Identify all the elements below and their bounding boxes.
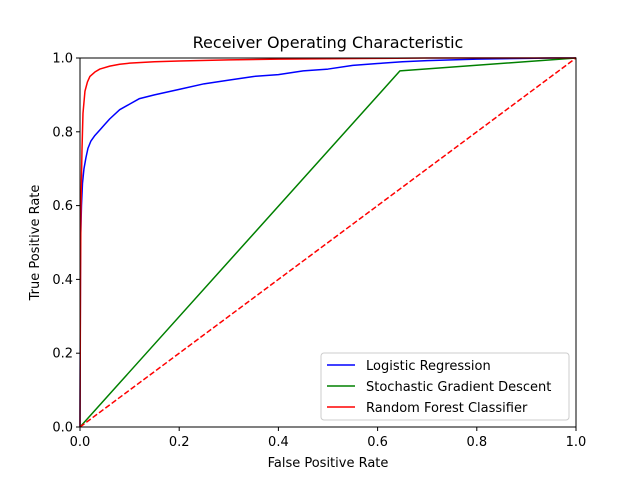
- legend-frame: [320, 352, 570, 421]
- y-axis-ticks: 0.0 0.2 0.4 0.6 0.8 1.0: [52, 52, 80, 436]
- y-tick-label: 0.6: [52, 199, 73, 214]
- y-tick-label: 0.2: [52, 347, 73, 362]
- y-tick-label: 0.0: [52, 421, 73, 436]
- series-line-1: [79, 57, 577, 428]
- series-line-diagonal-reference: [79, 57, 577, 428]
- legend-items: Logistic Regression Stochastic Gradient D…: [327, 359, 551, 416]
- x-axis-ticks: 0.0 0.2 0.4 0.6 0.8 1.0: [70, 427, 587, 450]
- legend: Logistic Regression Stochastic Gradient D…: [320, 352, 570, 421]
- series-line-0: [79, 57, 576, 428]
- x-tick-label: 0.6: [367, 435, 388, 450]
- y-tick-label: 0.4: [52, 273, 73, 288]
- x-tick-label: 0.8: [466, 435, 487, 450]
- x-tick-label: 0.4: [268, 435, 289, 450]
- x-tick-label: 0.0: [70, 435, 91, 450]
- legend-label: Stochastic Gradient Descent: [366, 380, 551, 395]
- x-axis-label: False Positive Rate: [268, 456, 389, 471]
- x-tick-label: 0.2: [169, 435, 190, 450]
- x-tick-label: 1.0: [566, 435, 587, 450]
- legend-label: Random Forest Classifier: [366, 401, 528, 416]
- plot-frame: [79, 57, 577, 428]
- y-tick-label: 1.0: [52, 52, 73, 67]
- legend-label: Logistic Regression: [366, 359, 491, 374]
- y-tick-label: 0.8: [52, 125, 73, 140]
- chart-title: Receiver Operating Characteristic: [193, 33, 464, 52]
- y-axis-label: True Positive Rate: [28, 185, 43, 302]
